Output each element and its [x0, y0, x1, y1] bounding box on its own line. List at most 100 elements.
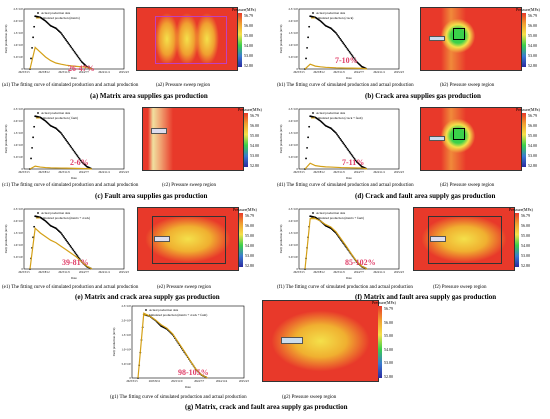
colorbar-tick: 56.00 — [250, 123, 259, 128]
legend-actual: Actual production data — [316, 111, 346, 115]
panel-heading: (e) Matrix and crack area supply gas pro… — [75, 293, 220, 301]
fit-percentage: 7-10% — [335, 56, 358, 65]
fit-percentage: 98-105% — [178, 368, 209, 377]
y-tick: 1.0×10⁴ — [122, 347, 132, 351]
actual-point — [67, 142, 70, 144]
actual-point — [308, 125, 311, 128]
colorbar-title: Pressure(MPa) — [233, 207, 257, 212]
actual-point — [33, 25, 36, 28]
colorbar-tick: 54.00 — [521, 243, 530, 248]
caption-chart: (d1) The fitting curve of simulated prod… — [277, 183, 414, 188]
y-tick: 5.0×10³ — [14, 55, 23, 59]
actual-point — [340, 39, 343, 42]
actual-point — [306, 146, 308, 149]
x-tick: 2025/4/3 — [119, 71, 130, 74]
actual-point — [32, 36, 34, 39]
caption-map: (f2) Pressure sweep region — [433, 285, 487, 290]
actual-point — [68, 243, 71, 246]
simulated-line — [137, 312, 208, 379]
x-tick: 2023/8/12 — [313, 271, 325, 274]
actual-point — [68, 143, 71, 146]
colorbar-tick: 55.00 — [245, 233, 254, 238]
x-tick: 2024/7/7 — [354, 271, 365, 274]
y-tick: 2.5×10⁴ — [289, 7, 299, 11]
actual-point — [79, 59, 82, 62]
actual-point — [62, 34, 64, 37]
x-tick: 2023/8/12 — [149, 380, 161, 383]
actual-point — [349, 152, 352, 155]
x-tick: 2023/3/15 — [18, 71, 30, 74]
x-tick: 2024/7/7 — [354, 71, 365, 74]
well-region-box — [154, 236, 170, 242]
actual-point — [346, 47, 349, 50]
simulated-line — [304, 218, 368, 270]
actual-point — [348, 150, 351, 153]
x-tick: 2023/3/15 — [293, 271, 305, 274]
x-tick: 2023/11/9 — [333, 271, 345, 274]
actual-point — [305, 157, 307, 160]
y-axis-label: Daily production (m³/d) — [279, 25, 283, 54]
legend-simulated: Simulated production (matrix + crack) — [41, 216, 90, 220]
actual-point — [66, 140, 69, 143]
x-axis-label: Date — [346, 276, 352, 280]
pressure-map-c2 — [142, 107, 244, 171]
colorbar-tick: 52.80 — [245, 263, 254, 268]
actual-point — [61, 33, 63, 36]
x-tick: 2023/8/12 — [38, 171, 50, 174]
y-tick: 5.0×10³ — [14, 155, 23, 159]
caption-map: (b2) Pressure sweep region — [440, 83, 495, 88]
colorbar-tick: 53.00 — [384, 360, 393, 366]
actual-point — [69, 145, 72, 147]
y-tick: 1.0×10⁴ — [14, 243, 24, 247]
actual-point — [343, 143, 346, 146]
x-axis-label: Date — [71, 176, 77, 180]
y-tick: 2.5×10⁴ — [14, 107, 24, 111]
y-axis-label: Daily production (m³/d) — [4, 25, 8, 54]
actual-point — [339, 137, 342, 140]
actual-point — [60, 232, 62, 234]
x-tick: 2024/11/4 — [98, 171, 110, 174]
panel-heading: (a) Matrix area supplies gas production — [90, 92, 208, 100]
actual-point — [306, 46, 308, 49]
actual-point — [33, 225, 36, 228]
y-axis-label: Daily production (m³/d) — [4, 125, 8, 154]
actual-point — [350, 53, 353, 56]
colorbar-tick: 52.80 — [250, 163, 259, 168]
colorbar: Pressure(MPa) 56.79 56.00 55.00 54.00 53.00 52… — [372, 300, 396, 380]
y-tick: 1.0×10⁴ — [14, 43, 24, 47]
actual-point — [71, 247, 74, 250]
y-tick: 2.0×10⁴ — [289, 219, 299, 223]
legend-simulated: Simulated production (matrix + fault) — [316, 216, 364, 220]
actual-point — [350, 153, 353, 156]
actual-point — [79, 159, 82, 162]
y-tick: 1.5×10⁴ — [289, 131, 299, 135]
actual-point — [66, 40, 69, 43]
caption-map: (e2) Pressure sweep region — [157, 285, 212, 290]
actual-point — [30, 157, 32, 160]
colorbar-tick: 54.00 — [244, 43, 253, 48]
colorbar-tick: 56.00 — [245, 223, 254, 228]
colorbar-tick: 56.79 — [528, 13, 537, 18]
actual-point — [76, 255, 79, 257]
actual-point — [342, 142, 345, 144]
fault-region-box — [151, 128, 167, 134]
actual-point — [307, 136, 309, 139]
y-tick: 2.0×10⁴ — [14, 119, 24, 123]
caption-chart: (g1) The fitting curve of simulated prod… — [110, 395, 247, 400]
colorbar-tick: 56.79 — [244, 13, 253, 18]
y-tick: 2.5×10⁴ — [122, 304, 132, 308]
x-tick: 2024/11/4 — [216, 380, 228, 383]
y-tick: 2.5×10⁴ — [14, 207, 24, 211]
x-tick: 2024/11/4 — [98, 71, 110, 74]
pressure-map-g2 — [262, 300, 379, 382]
colorbar-tick: 56.79 — [250, 113, 259, 118]
y-tick: 2.0×10⁴ — [14, 219, 24, 223]
colorbar-tick: 54.00 — [384, 346, 393, 352]
colorbar-tick: 52.80 — [521, 263, 530, 268]
x-tick: 2023/8/12 — [313, 71, 325, 74]
actual-point — [71, 147, 74, 150]
actual-point — [354, 159, 357, 162]
actual-point — [70, 46, 73, 49]
x-tick: 2024/11/4 — [373, 71, 385, 74]
simulated-line — [304, 63, 368, 70]
